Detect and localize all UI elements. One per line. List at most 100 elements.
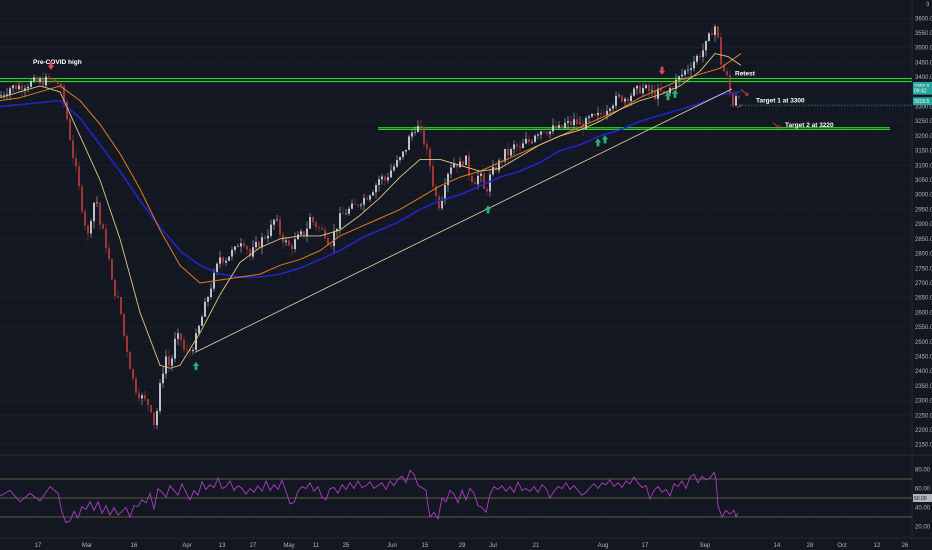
candle-body: [525, 138, 527, 144]
candle-body: [561, 125, 563, 128]
price-scale-top-label: 3: [926, 2, 930, 8]
candle-body: [45, 76, 47, 86]
rsi-value-tag-label: 50.00: [914, 496, 927, 502]
candle-body: [546, 132, 548, 134]
candle-body: [168, 356, 170, 366]
candle-body: [621, 95, 623, 102]
candle-body: [411, 132, 413, 137]
candle-body: [192, 349, 194, 352]
candle-body: [528, 138, 530, 143]
candle-body: [606, 110, 608, 115]
time-tick-label: Aug: [598, 543, 609, 549]
candle-body: [462, 161, 464, 165]
candle-body: [177, 333, 179, 339]
candle-body: [534, 135, 536, 142]
candle-body: [564, 122, 566, 128]
candle-body: [585, 118, 587, 129]
arrow-up-icon: [601, 135, 609, 144]
price-axis: 3600.03550.03500.03450.03400.03350.03300…: [913, 2, 932, 449]
candle-body: [498, 160, 500, 171]
candle-body: [219, 257, 221, 264]
time-tick-label: 14: [774, 543, 781, 549]
candle-body: [222, 257, 224, 263]
candle-body: [729, 75, 731, 93]
candle-body: [186, 349, 188, 351]
time-tick-label: 16: [131, 543, 138, 549]
candle-body: [42, 78, 44, 86]
candle-body: [426, 144, 428, 149]
candle-body: [402, 151, 404, 158]
annotation-label: Target 2 at 3220: [785, 122, 834, 129]
candle-body: [270, 224, 272, 236]
candle-body: [390, 170, 392, 178]
candle-body: [210, 288, 212, 298]
candle-body: [0, 95, 2, 97]
candle-body: [180, 333, 182, 341]
time-tick-label: 21: [533, 543, 540, 549]
price-tag: [913, 97, 932, 106]
candle-body: [183, 340, 185, 350]
candle-body: [12, 85, 14, 89]
candle-body: [423, 127, 425, 145]
chart-annotations: Pre-COVID high Retest Target 1 at 3300 Targ…: [33, 59, 834, 370]
price-tick-label: 3500.0: [915, 46, 932, 52]
candle-body: [189, 349, 191, 352]
candle-body: [453, 164, 455, 168]
candle-body: [432, 166, 434, 187]
candle-body: [450, 167, 452, 174]
candle-body: [612, 105, 614, 109]
price-tick-label: 2750.0: [915, 266, 932, 272]
candle-body: [711, 33, 713, 36]
candle-body: [438, 196, 440, 209]
candle-body: [537, 134, 539, 136]
indicator-lines: [0, 53, 742, 369]
candle-body: [75, 158, 77, 167]
candle-body: [366, 197, 368, 200]
candle-body: [78, 166, 80, 187]
candle-body: [348, 208, 350, 214]
candle-body: [387, 177, 389, 181]
candle-body: [474, 182, 476, 185]
candle-body: [696, 55, 698, 62]
price-tick-label: 3200.0: [915, 134, 932, 140]
candle-body: [384, 176, 386, 181]
candle-body: [699, 55, 701, 57]
candle-body: [18, 85, 20, 90]
candle-body: [129, 351, 131, 370]
rsi-tick-label: 40.00: [915, 506, 931, 512]
candle-body: [9, 88, 11, 95]
time-tick-label: 12: [874, 543, 881, 549]
trendline: [194, 88, 733, 353]
candle-body: [108, 248, 110, 260]
annotation-label: Pre-COVID high: [33, 59, 82, 66]
candle-body: [645, 85, 647, 89]
time-tick-label: Sep: [700, 543, 711, 549]
candle-body: [399, 157, 401, 161]
time-tick-label: Oct: [837, 543, 847, 549]
candle-body: [444, 185, 446, 201]
candle-body: [510, 149, 512, 156]
price-tick-label: 2450.0: [915, 354, 932, 360]
candle-body: [513, 144, 515, 150]
candle-body: [39, 78, 41, 82]
price-tick-label: 2950.0: [915, 207, 932, 213]
candle-body: [156, 411, 158, 426]
candle-body: [24, 88, 26, 90]
price-tick-label: 3300.0: [915, 105, 932, 111]
candle-body: [681, 74, 683, 77]
candle-body: [714, 26, 716, 36]
candle-body: [315, 222, 317, 228]
time-tick-label: 26: [902, 543, 909, 549]
price-tick-label: 2550.0: [915, 325, 932, 331]
price-tick-label: 3000.0: [915, 193, 932, 199]
candle-body: [477, 175, 479, 185]
candle-body: [237, 246, 239, 248]
price-tick-label: 2150.0: [915, 443, 932, 449]
candle-body: [720, 37, 722, 65]
candle-body: [594, 113, 596, 116]
price-tick-label: 2800.0: [915, 252, 932, 258]
candle-body: [276, 219, 278, 220]
candle-body: [654, 90, 656, 99]
